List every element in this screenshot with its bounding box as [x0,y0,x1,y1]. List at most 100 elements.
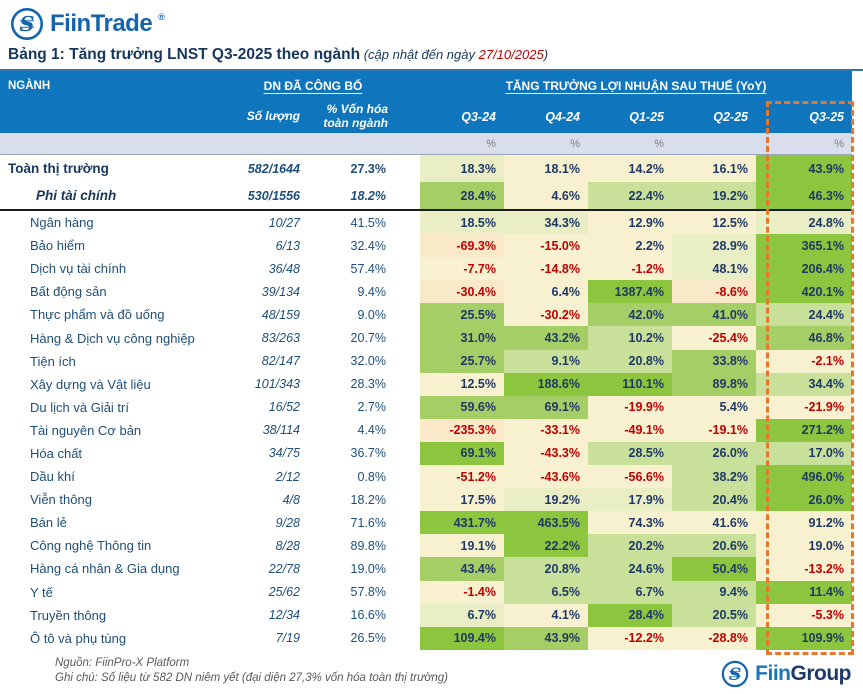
growth-value: -21.9% [756,395,852,419]
sector-label: Thực phẩm và đồ uống [30,307,165,323]
fiingroup-logo-group: Group [790,662,852,685]
growth-value: 20.8% [504,557,588,581]
growth-value: 38.2% [672,465,756,489]
growth-value: 12.5% [420,372,504,396]
marketcap-share: 32.4% [350,238,386,253]
table-row: Hàng cá nhân & Gia dụng 22/78 19.0% 43.4% 20… [0,557,852,581]
company-count: 4/8 [282,492,300,507]
growth-value: 12.9% [588,211,672,235]
sector-label: Toàn thị trường [8,161,109,176]
quarter-header-q4-24: Q4-24 [545,109,580,124]
company-count: 83/263 [261,331,300,346]
company-count: 9/28 [275,515,300,530]
growth-value: 17.5% [420,488,504,512]
growth-value: -33.1% [504,418,588,442]
sector-label: Y tế [30,584,53,600]
growth-value: 28.4% [420,182,504,209]
table-row: Tiện ích 82/147 32.0% 25.7% 9.1% 20.8% 33.8% -2… [0,349,852,373]
company-count: 16/52 [268,400,300,415]
company-count: 101/343 [254,377,300,392]
growth-value: -43.6% [504,465,588,489]
source-note: Nguồn: FiinPro-X Platform [55,656,190,669]
growth-value: 91.2% [756,511,852,535]
growth-value: -7.7% [420,257,504,281]
company-count: 38/114 [262,423,300,438]
growth-value: 12.5% [672,211,756,235]
unit-label: % [570,137,580,150]
title-update-date: 27/10/2025 [478,47,544,62]
marketcap-share: 27.3% [350,161,386,176]
marketcap-share: 57.4% [350,261,386,276]
growth-value: 43.9% [756,155,852,182]
marketcap-share: 9.0% [357,307,387,322]
table-row: Y tế 25/62 57.8% -1.4% 6.5% 6.7% 9.4% 11.4% [0,580,852,604]
growth-value: 109.4% [420,626,504,650]
footer-notes: Nguồn: FiinPro-X Platform Ghi chú: Số li… [55,656,863,687]
growth-value: -12.2% [588,626,672,650]
summary-divider [0,209,852,211]
data-note: Ghi chú: Số liệu từ 582 DN niêm yết (đại… [55,672,448,685]
quarter-header-q3-25: Q3-25 [809,109,844,124]
growth-value: 34.4% [756,372,852,396]
sector-label: Bán lẻ [30,515,67,531]
growth-value: 28.4% [588,603,672,627]
growth-value: 20.2% [588,534,672,558]
growth-value: 109.9% [756,626,852,650]
growth-value: -56.6% [588,465,672,489]
growth-value: 6.7% [420,603,504,627]
growth-value: 18.1% [504,155,588,182]
growth-value: 11.4% [756,580,852,604]
table-row: Xây dựng và Vật liệu 101/343 28.3% 12.5% 188… [0,372,852,396]
growth-value: 20.5% [672,603,756,627]
growth-value: 24.6% [588,557,672,581]
table-row: Ngân hàng 10/27 41.5% 18.5% 34.3% 12.9% 12.5% 2… [0,211,852,235]
growth-value: 5.4% [672,395,756,419]
unit-label: % [486,137,496,150]
company-count: 39/134 [261,284,300,299]
marketcap-share: 28.3% [350,377,386,392]
table-row: Hóa chất 34/75 36.7% 69.1% -43.3% 28.5% 26.0% 1… [0,441,852,466]
growth-value: 19.0% [756,534,852,558]
growth-value: 19.2% [504,488,588,512]
marketcap-share: 4.4% [357,423,387,438]
svg-text:S: S [729,665,741,685]
growth-value: 18.5% [420,211,504,235]
marketcap-share: 32.0% [350,354,386,369]
sector-label: Truyền thông [30,607,107,623]
growth-value: 46.8% [756,326,852,350]
table-row: Tài nguyên Cơ bản 38/114 4.4% -235.3% -33.1%… [0,418,852,442]
company-count: 22/78 [268,561,300,576]
table-header: NGÀNH DN ĐÃ CÔNG BỐ TĂNG TRƯỞNG LỢI NHUẬ… [0,71,852,133]
growth-value: 28.9% [672,234,756,258]
growth-value: 34.3% [504,211,588,235]
unit-label: % [834,137,844,150]
growth-value: 46.3% [756,182,852,209]
marketcap-share: 26.5% [350,631,386,646]
growth-value: 16.1% [672,155,756,182]
growth-value: -28.8% [672,626,756,650]
fiin-logo-icon: S [10,7,44,41]
growth-value: 42.0% [588,303,672,327]
fiingroup-logo-fiin: Fiin [755,662,791,685]
growth-value: 463.5% [504,511,588,535]
fiintrade-logo: S FiinTrade ® [10,6,863,42]
growth-value: -1.4% [420,580,504,604]
growth-value: 89.8% [672,372,756,396]
title-update-suffix: ) [543,47,549,62]
growth-value: -14.8% [504,257,588,281]
title-update-prefix: (cập nhật đến ngày [360,47,479,62]
growth-value: -5.3% [756,603,852,627]
quarter-header-q3-24: Q3-24 [461,109,496,124]
company-count: 6/13 [275,238,300,253]
growth-value: 20.4% [672,488,756,512]
svg-text:S: S [20,11,35,36]
company-count: 530/1556 [247,188,300,203]
growth-value: 43.9% [504,626,588,650]
company-count: 48/159 [261,307,300,322]
sector-label: Bất động sản [30,284,107,300]
company-count: 34/75 [268,446,300,461]
company-count: 2/12 [275,469,300,484]
growth-value: 496.0% [756,465,852,489]
marketcap-share: 9.4% [357,284,387,299]
sector-rows: Ngân hàng 10/27 41.5% 18.5% 34.3% 12.9% 12.5% 2… [0,211,852,650]
